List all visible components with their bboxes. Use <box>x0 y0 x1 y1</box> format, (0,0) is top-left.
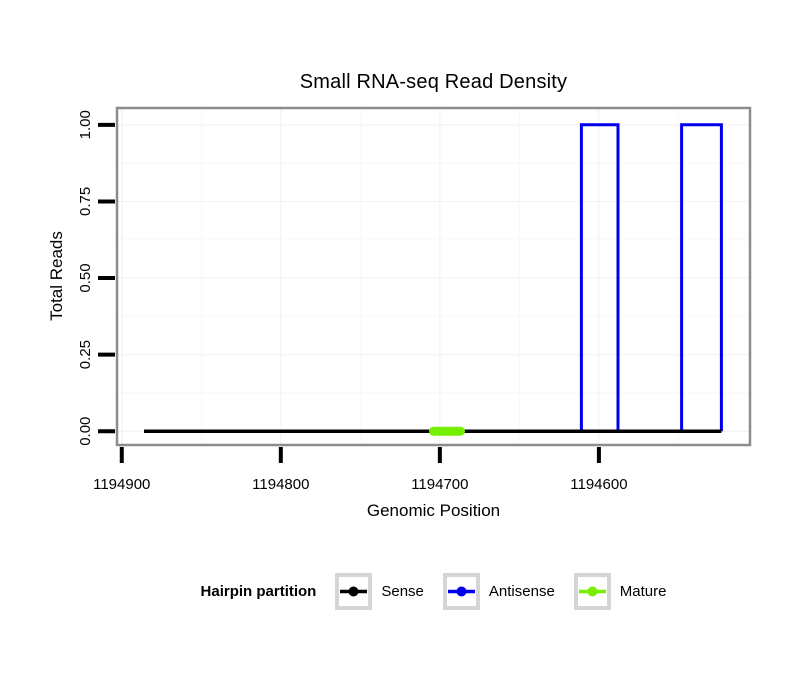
legend-label-sense: Sense <box>381 583 424 600</box>
legend-key-glyph <box>340 586 368 597</box>
chart-title: Small RNA-seq Read Density <box>299 71 568 93</box>
legend-label-antisense: Antisense <box>488 583 555 600</box>
legend-key-mature-icon <box>573 573 611 610</box>
legend-item-sense: Sense <box>335 573 424 610</box>
y-axis-title: Total Reads <box>47 231 66 321</box>
x-tick-label: 1194700 <box>411 476 468 493</box>
x-tick-label: 1194600 <box>570 476 627 493</box>
legend: Hairpin partition Sense Antisense Mature <box>117 573 750 610</box>
y-tick-label: 0.00 <box>77 417 94 446</box>
y-tick-label: 0.75 <box>77 187 94 216</box>
legend-item-antisense: Antisense <box>442 573 555 610</box>
legend-key-glyph <box>578 586 606 597</box>
y-tick-label: 0.50 <box>77 263 94 292</box>
x-tick-label: 1194800 <box>252 476 309 493</box>
legend-item-mature: Mature <box>573 573 667 610</box>
legend-key-glyph <box>447 586 475 597</box>
legend-label-mature: Mature <box>619 583 667 600</box>
legend-key-antisense-icon <box>442 573 480 610</box>
panel-border <box>115 106 752 447</box>
plot-panel <box>117 108 750 445</box>
legend-title: Hairpin partition <box>200 583 317 600</box>
x-axis-title: Genomic Position <box>366 501 501 520</box>
x-tick-label: 1194900 <box>93 476 150 493</box>
legend-key-sense-icon <box>335 573 373 610</box>
y-tick-label: 1.00 <box>77 110 94 139</box>
y-tick-label: 0.25 <box>77 340 94 369</box>
